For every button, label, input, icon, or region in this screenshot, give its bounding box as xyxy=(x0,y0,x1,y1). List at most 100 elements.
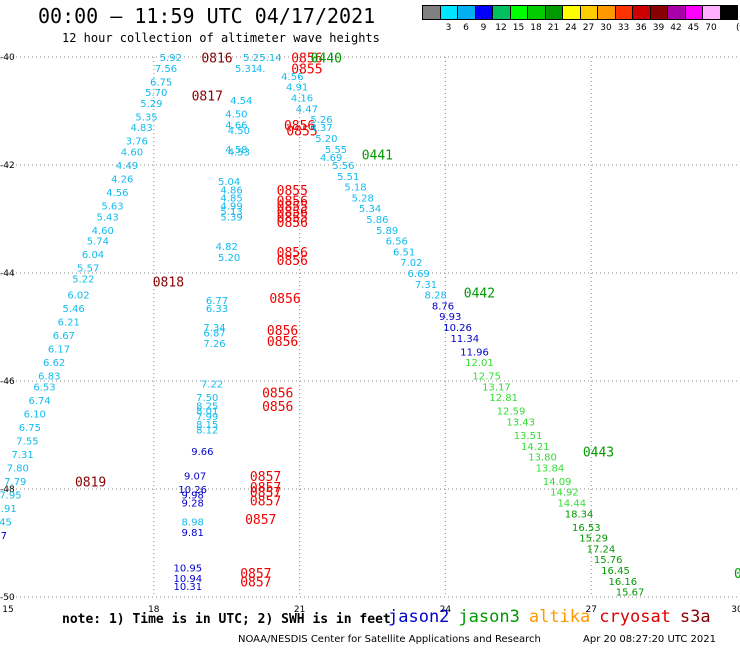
wave-height-label: 6.53 xyxy=(33,382,55,393)
color-scale-label: 21 xyxy=(547,23,560,33)
wave-height-label: 7.80 xyxy=(7,463,29,474)
wave-height-label: 7.31 xyxy=(415,280,437,291)
wave-height-label: 4.69 xyxy=(320,153,342,164)
chart-note: note: 1) Time is in UTC; 2) SWH is in fe… xyxy=(62,612,391,627)
color-scale-label: 3 xyxy=(445,23,452,33)
wave-height-label: 4.82 xyxy=(216,242,238,253)
pass-time-label: 0856 xyxy=(267,324,298,339)
pass-time-label: 0816 xyxy=(201,52,232,67)
wave-height-label: 5.22 xyxy=(72,274,94,285)
pass-time-label: 0855 xyxy=(277,184,308,199)
wave-height-label: 4.85 xyxy=(220,193,242,204)
pass-time-label: 0855 xyxy=(277,200,308,215)
pass-time-label: 0857 xyxy=(250,486,281,501)
wave-height-label: 5.43 xyxy=(96,212,118,223)
pass-time-label: 0857 xyxy=(250,470,281,485)
wave-height-label: 15.67 xyxy=(616,588,645,599)
pass-time-label: 0856 xyxy=(277,246,308,261)
wave-height-label: 4. xyxy=(256,64,266,75)
color-swatch xyxy=(719,5,738,20)
pass-time-label: 0855 xyxy=(277,211,308,226)
wave-height-label: 12.81 xyxy=(489,393,518,404)
wave-height-label: 4.91 xyxy=(286,83,308,94)
color-scale-label: 6 xyxy=(463,23,469,33)
color-scale-label: 42 xyxy=(670,23,682,33)
color-scale-label: 24 xyxy=(565,23,577,33)
wave-height-label: 7.50 xyxy=(196,393,218,404)
chart-subtitle: 12 hour collection of altimeter wave hei… xyxy=(62,31,380,45)
wave-height-label: 5.28 xyxy=(352,193,374,204)
color-scale-label: 27 xyxy=(582,23,595,33)
y-tick-label: -40 xyxy=(0,53,15,63)
wave-height-label: 6.33 xyxy=(206,304,228,315)
color-scale-label: 12 xyxy=(495,23,507,33)
wave-height-label: 4.86 xyxy=(220,185,242,196)
wave-height-label: 4.56 xyxy=(106,188,128,199)
pass-time-label: 0855 xyxy=(286,124,317,139)
wave-height-label: 4.26 xyxy=(111,175,133,186)
wave-height-label: 5.70 xyxy=(145,88,167,99)
wave-height-label: 6.74 xyxy=(28,396,50,407)
wave-height-label: 7.34 xyxy=(203,323,225,334)
wave-height-label: 8.01 xyxy=(196,407,218,418)
wave-height-label: 6.21 xyxy=(58,318,80,329)
wave-height-label: 6.02 xyxy=(67,291,89,302)
wave-height-label: 13.51 xyxy=(514,431,543,442)
wave-height-label: 9.07 xyxy=(184,472,206,483)
wave-height-label: 8.76 xyxy=(432,301,454,312)
color-scale-label: 18 xyxy=(530,23,542,33)
x-tick-label: 30 xyxy=(731,605,740,615)
wave-height-label: 4.54 xyxy=(230,96,252,107)
legend-entry: jason2 xyxy=(388,607,450,627)
wave-height-label: 5.92 xyxy=(160,53,182,64)
legend-entry: s3a xyxy=(679,607,711,627)
wave-height-label: 5.39 xyxy=(220,212,242,223)
wave-height-label: 10.31 xyxy=(173,582,202,593)
x-tick-label: 18 xyxy=(148,605,160,615)
pass-time-label: 0442 xyxy=(464,286,495,301)
wave-height-label: 10.94 xyxy=(173,574,202,585)
wave-height-label: 4.50 xyxy=(228,126,250,137)
wave-height-label: 4.99 xyxy=(220,202,242,213)
wave-height-label: 6.04 xyxy=(82,250,104,261)
wave-height-label: 5.56 xyxy=(332,161,354,172)
wave-height-label: 4.49 xyxy=(116,161,138,172)
wave-height-label: 9.81 xyxy=(182,528,204,539)
timestamp-text: Apr 20 08:27:20 UTC 2021 xyxy=(583,634,716,645)
wave-height-label: 4.50 xyxy=(225,110,247,121)
pass-time-label: 0855 xyxy=(291,62,322,77)
wave-height-label: 4.60 xyxy=(92,226,114,237)
wave-height-label: 4.58 xyxy=(225,145,247,156)
satellite-legend: jason2 jason3 altika cryosat s3a xyxy=(388,607,720,627)
y-tick-label: -50 xyxy=(0,593,15,603)
y-tick-label: -42 xyxy=(0,161,15,171)
pass-time-label: 0443 xyxy=(583,446,614,461)
wave-height-label: 17.24 xyxy=(587,544,616,555)
wave-height-label: 7.31 xyxy=(11,450,33,461)
pass-time-label: 0856 xyxy=(291,52,322,67)
pass-time-label: 0856 xyxy=(262,386,293,401)
wave-height-label: 4.47 xyxy=(296,104,318,115)
wave-height-label: 11.34 xyxy=(451,334,480,345)
pass-time-label: 0857 xyxy=(250,481,281,496)
wave-height-label: 6.75 xyxy=(19,423,41,434)
wave-height-label: 15.29 xyxy=(579,534,608,545)
wave-height-label: 9.93 xyxy=(439,312,461,323)
x-tick-label: 27 xyxy=(585,605,596,615)
wave-height-label: 5.51 xyxy=(337,172,359,183)
wave-height-label: 6.83 xyxy=(38,372,60,383)
wave-height-label: 9.98 xyxy=(182,490,204,501)
wave-height-label: 6.10 xyxy=(24,409,46,420)
wave-height-label: 5.55 xyxy=(325,145,347,156)
pass-time-label: 0856 xyxy=(277,195,308,210)
x-tick-label: 15 xyxy=(2,605,13,615)
pass-time-label: 0817 xyxy=(192,89,223,104)
credit-text: NOAA/NESDIS Center for Satellite Applica… xyxy=(238,634,541,645)
wave-height-label: 6.77 xyxy=(206,296,228,307)
wave-height-label: 5.20 xyxy=(315,134,337,145)
wave-height-label: 15.76 xyxy=(594,555,623,566)
wave-height-label: 5.14 xyxy=(259,53,281,64)
wave-height-label: 5.46 xyxy=(62,304,84,315)
color-scale-unit: (ft) xyxy=(736,23,740,33)
